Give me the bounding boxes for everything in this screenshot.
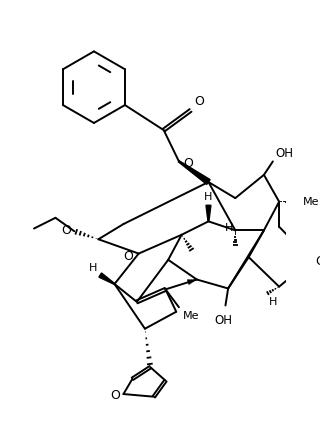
Text: O: O (315, 255, 320, 268)
Text: Me: Me (182, 311, 199, 321)
Text: H: H (225, 223, 234, 233)
Text: O: O (183, 157, 193, 170)
Text: OH: OH (215, 314, 233, 327)
Text: O: O (110, 389, 120, 402)
Text: O: O (124, 250, 133, 263)
Text: Me: Me (303, 197, 320, 206)
Text: O: O (194, 95, 204, 108)
Text: O: O (61, 224, 71, 237)
Polygon shape (206, 205, 211, 221)
Polygon shape (99, 273, 115, 284)
Polygon shape (179, 161, 210, 184)
Text: H: H (204, 192, 212, 202)
Text: H: H (89, 263, 98, 273)
Text: OH: OH (276, 146, 293, 160)
Text: H: H (269, 297, 278, 308)
